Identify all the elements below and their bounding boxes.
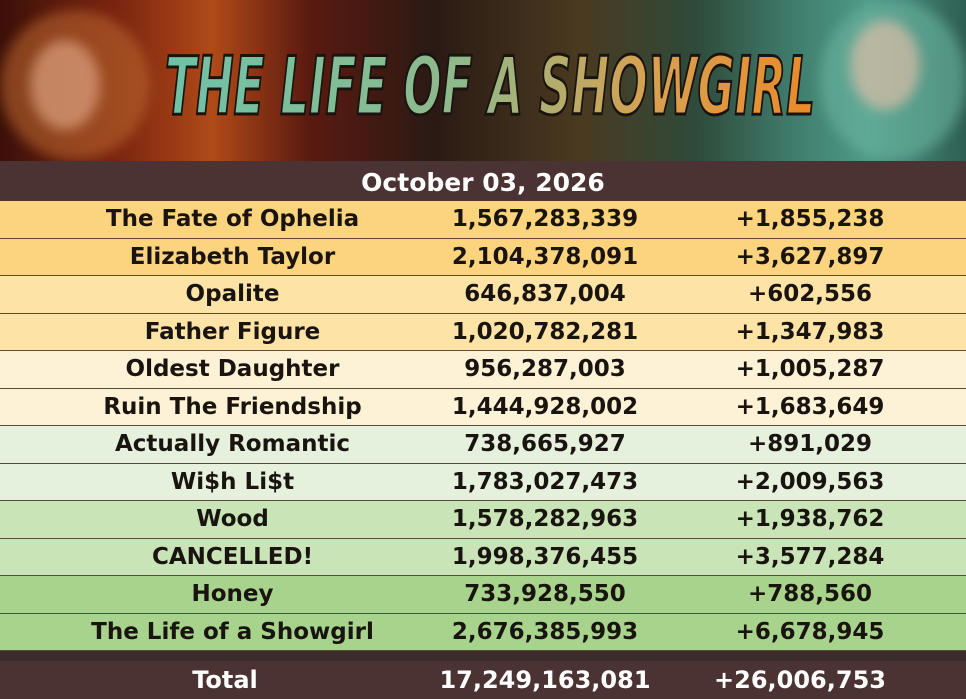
table-row: Oldest Daughter 956,287,003 +1,005,287	[0, 351, 966, 389]
song-name: Wood	[196, 506, 269, 532]
table-row: The Life of a Showgirl 2,676,385,993 +6,67…	[0, 613, 966, 651]
daily-gain: +1,005,287	[735, 356, 885, 382]
album-title-logo: THE LIFE OF A SHOWGIRL	[164, 39, 817, 135]
streams-table: The Fate of Ophelia 1,567,283,339 +1,855,2…	[0, 201, 966, 651]
song-name: Elizabeth Taylor	[129, 243, 336, 270]
total-streams: 1,567,283,339	[451, 206, 639, 232]
song-name: The Life of a Showgirl	[91, 618, 374, 645]
table-row: Father Figure 1,020,782,281 +1,347,983	[0, 313, 966, 351]
table-row: Elizabeth Taylor 2,104,378,091 +3,627,897	[0, 238, 966, 276]
table-row: Ruin The Friendship 1,444,928,002 +1,683,6…	[0, 388, 966, 426]
total-streams: 738,665,927	[464, 431, 626, 457]
total-streams: 1,444,928,002	[451, 393, 639, 420]
total-streams: 2,676,385,993	[451, 618, 639, 645]
total-streams: 1,020,782,281	[451, 318, 639, 345]
daily-gain: +1,347,983	[735, 318, 885, 345]
total-streams: 1,578,282,963	[451, 506, 639, 532]
song-name: Oldest Daughter	[125, 356, 340, 382]
daily-gain: +6,678,945	[735, 618, 885, 645]
daily-gain: +602,556	[747, 281, 873, 307]
total-row: Total 17,249,163,081 +26,006,753	[0, 661, 966, 699]
table-row: Honey 733,928,550 +788,560	[0, 576, 966, 614]
daily-gain: +1,938,762	[735, 506, 885, 532]
daily-gain: +891,029	[747, 431, 873, 457]
album-title-text: THE LIFE OF A SHOWGIRL	[165, 40, 815, 133]
total-daily-gain: +26,006,753	[714, 666, 886, 694]
date-header: October 03, 2026	[0, 161, 966, 201]
total-label: Total	[192, 666, 258, 694]
total-streams: 1,998,376,455	[451, 543, 639, 570]
total-streams: 733,928,550	[464, 581, 626, 607]
daily-gain: +788,560	[747, 581, 873, 607]
song-name: CANCELLED!	[151, 543, 314, 570]
table-row: CANCELLED! 1,998,376,455 +3,577,284	[0, 538, 966, 576]
song-name: Honey	[191, 581, 274, 607]
song-name: Actually Romantic	[115, 431, 350, 457]
header-banner: THE LIFE OF A SHOWGIRL	[0, 0, 966, 161]
total-streams: 646,837,004	[464, 281, 626, 307]
table-row: The Fate of Ophelia 1,567,283,339 +1,855,2…	[0, 201, 966, 239]
song-name: Father Figure	[144, 318, 321, 345]
table-row: Actually Romantic 738,665,927 +891,029	[0, 426, 966, 464]
song-name: Wi$h Li$t	[170, 468, 295, 495]
table-row: Wi$h Li$t 1,783,027,473 +2,009,563	[0, 463, 966, 501]
table-row: Opalite 646,837,004 +602,556	[0, 276, 966, 314]
song-name: Opalite	[185, 281, 280, 307]
song-name: The Fate of Ophelia	[105, 206, 360, 232]
daily-gain: +2,009,563	[735, 468, 885, 495]
face-left	[30, 40, 100, 130]
daily-gain: +3,577,284	[735, 543, 885, 570]
table-row: Wood 1,578,282,963 +1,938,762	[0, 501, 966, 539]
daily-gain: +1,683,649	[735, 393, 885, 420]
daily-gain: +1,855,238	[735, 206, 885, 232]
song-name: Ruin The Friendship	[103, 393, 362, 420]
daily-gain: +3,627,897	[735, 243, 885, 270]
total-streams: 17,249,163,081	[439, 666, 651, 694]
total-streams: 2,104,378,091	[451, 243, 639, 270]
total-streams: 956,287,003	[464, 356, 626, 382]
face-right	[850, 20, 920, 110]
total-streams: 1,783,027,473	[451, 468, 639, 495]
